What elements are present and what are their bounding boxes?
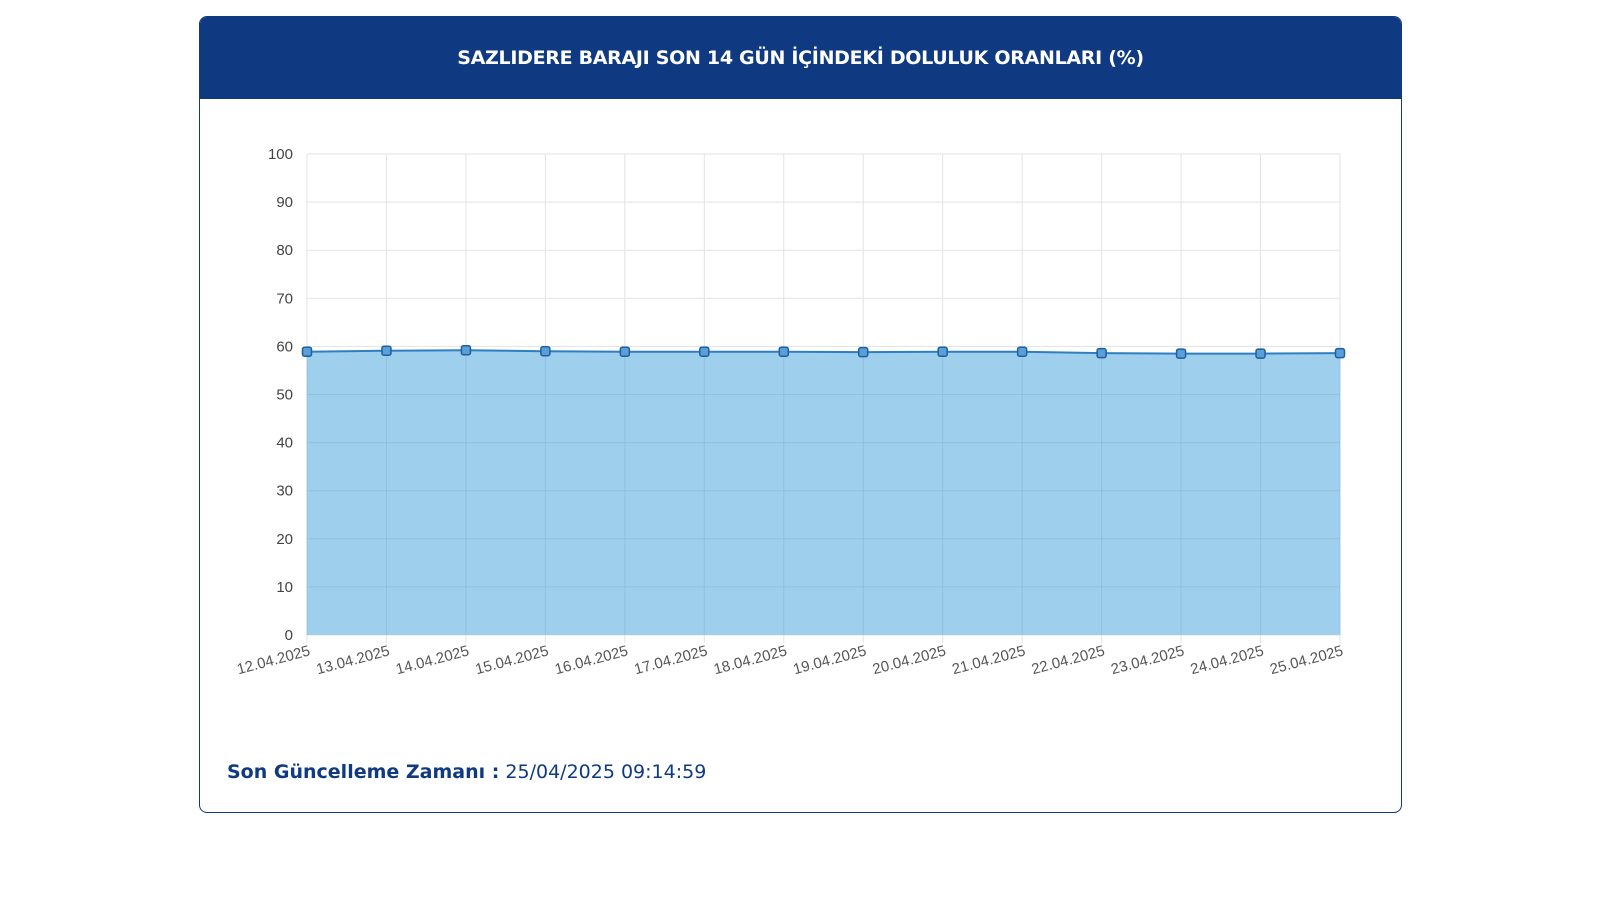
- y-tick-label: 10: [276, 579, 293, 596]
- chart-area: 0 10 20 30 40 50 60 70 80 90 100 12.04.2025 13.04.2…: [200, 99, 1400, 739]
- y-axis-ticks: 0 10 20 30 40 50 60 70 80 90 100: [268, 146, 293, 644]
- x-tick-label: 20.04.2025: [871, 642, 948, 678]
- card-header: SAZLIDERE BARAJI SON 14 GÜN İÇİNDEKİ DOL…: [200, 17, 1401, 99]
- x-tick-label: 24.04.2025: [1189, 642, 1266, 678]
- x-tick-label: 13.04.2025: [315, 642, 392, 678]
- data-point[interactable]: [460, 344, 472, 356]
- y-tick-label: 30: [276, 483, 293, 500]
- data-point[interactable]: [301, 346, 313, 357]
- data-point[interactable]: [1096, 347, 1107, 359]
- x-tick-label: 21.04.2025: [950, 642, 1027, 678]
- last-update: Son Güncelleme Zamanı : 25/04/2025 09:14…: [227, 761, 706, 783]
- x-axis-ticks: 12.04.2025 13.04.2025 14.04.2025 15.04.2025…: [235, 642, 1345, 678]
- line-layer: [306, 349, 1341, 355]
- y-tick-label: 0: [285, 627, 293, 644]
- x-tick-label: 17.04.2025: [632, 642, 709, 678]
- marker-layer: [301, 344, 1346, 359]
- data-point[interactable]: [699, 346, 710, 357]
- last-update-value: 25/04/2025 09:14:59: [505, 761, 707, 783]
- data-point[interactable]: [1016, 346, 1028, 357]
- data-point[interactable]: [381, 345, 392, 356]
- data-point[interactable]: [857, 346, 869, 358]
- y-tick-label: 70: [276, 290, 293, 307]
- data-point[interactable]: [540, 345, 551, 357]
- y-tick-label: 90: [276, 194, 293, 211]
- x-tick-label: 22.04.2025: [1030, 642, 1107, 678]
- x-tick-label: 14.04.2025: [394, 642, 471, 678]
- area-fill: [307, 350, 1340, 635]
- data-point[interactable]: [1175, 348, 1187, 359]
- x-tick-label: 12.04.2025: [235, 642, 312, 678]
- y-tick-label: 80: [276, 242, 293, 259]
- y-tick-label: 50: [276, 387, 293, 404]
- chart-title: SAZLIDERE BARAJI SON 14 GÜN İÇİNDEKİ DOL…: [457, 47, 1144, 69]
- x-tick-label: 25.04.2025: [1268, 642, 1345, 678]
- y-tick-label: 20: [276, 531, 293, 548]
- area-chart: 0 10 20 30 40 50 60 70 80 90 100 12.04.2025 13.04.2…: [235, 146, 1346, 678]
- data-point[interactable]: [1255, 348, 1266, 359]
- last-update-label: Son Güncelleme Zamanı :: [227, 761, 500, 783]
- y-tick-label: 100: [268, 146, 293, 163]
- area-layer: [306, 350, 1341, 635]
- data-point[interactable]: [937, 346, 948, 357]
- series-line: [306, 349, 1341, 355]
- data-point[interactable]: [778, 346, 790, 357]
- x-tick-label: 16.04.2025: [553, 642, 630, 678]
- x-tick-label: 15.04.2025: [474, 642, 551, 678]
- x-tick-label: 18.04.2025: [712, 642, 789, 678]
- data-point[interactable]: [1334, 347, 1346, 359]
- data-point[interactable]: [619, 346, 631, 357]
- x-tick-label: 23.04.2025: [1109, 642, 1186, 678]
- chart-card: SAZLIDERE BARAJI SON 14 GÜN İÇİNDEKİ DOL…: [199, 16, 1402, 813]
- x-tick-label: 19.04.2025: [791, 642, 868, 678]
- y-tick-label: 40: [276, 435, 293, 452]
- y-tick-label: 60: [276, 338, 293, 355]
